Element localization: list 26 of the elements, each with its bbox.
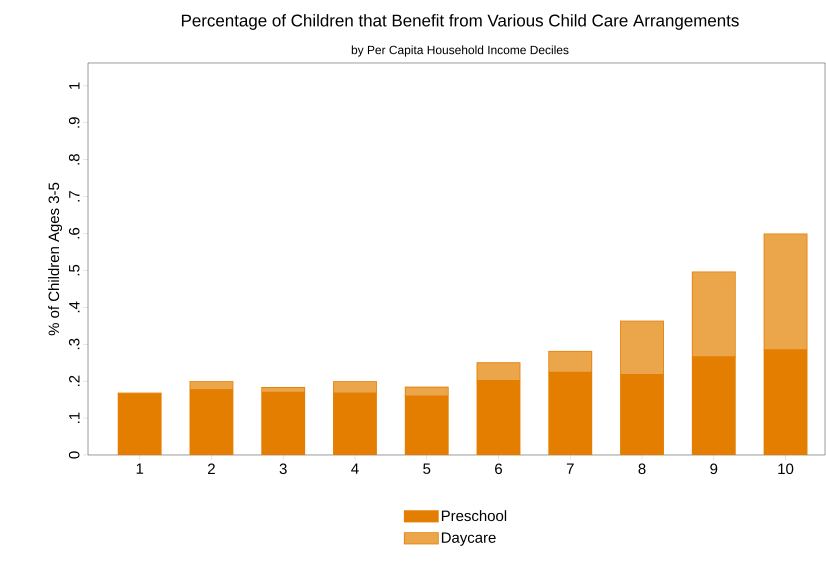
y-tick-label: .9 bbox=[68, 117, 80, 128]
x-tick-label: 9 bbox=[710, 464, 718, 474]
x-tick-label: 7 bbox=[566, 464, 574, 474]
y-axis-title: % of Children Ages 3-5 bbox=[48, 182, 62, 336]
chart-title: Percentage of Children that Benefit from Various Child Care Arrangements bbox=[182, 14, 739, 30]
y-tick-label: .8 bbox=[68, 154, 80, 165]
x-tick-label: 4 bbox=[351, 464, 359, 474]
x-tick-label: 5 bbox=[423, 464, 430, 474]
x-tick-label: 8 bbox=[638, 464, 646, 474]
y-tick-label: .1 bbox=[69, 412, 80, 423]
legend-label: Preschool bbox=[442, 510, 506, 522]
chart-subtitle: by Per Capita Household Income Deciles bbox=[352, 45, 569, 57]
y-tick-label: .6 bbox=[68, 228, 80, 238]
y-tick-label: .5 bbox=[69, 264, 80, 276]
y-tick-label: .7 bbox=[69, 191, 80, 202]
y-tick-label: 1 bbox=[69, 82, 80, 89]
x-tick-label: 6 bbox=[495, 464, 502, 474]
y-tick-label: 0 bbox=[68, 451, 80, 459]
y-tick-label: .2 bbox=[69, 376, 80, 386]
x-tick-label: 2 bbox=[208, 464, 215, 474]
y-tick-label: .3 bbox=[68, 338, 80, 350]
legend-label: Daycare bbox=[442, 532, 496, 546]
x-tick-label: 10 bbox=[778, 464, 794, 474]
y-tick-label: .4 bbox=[69, 302, 80, 312]
x-tick-label: 1 bbox=[136, 464, 144, 474]
x-tick-label: 3 bbox=[280, 464, 287, 474]
